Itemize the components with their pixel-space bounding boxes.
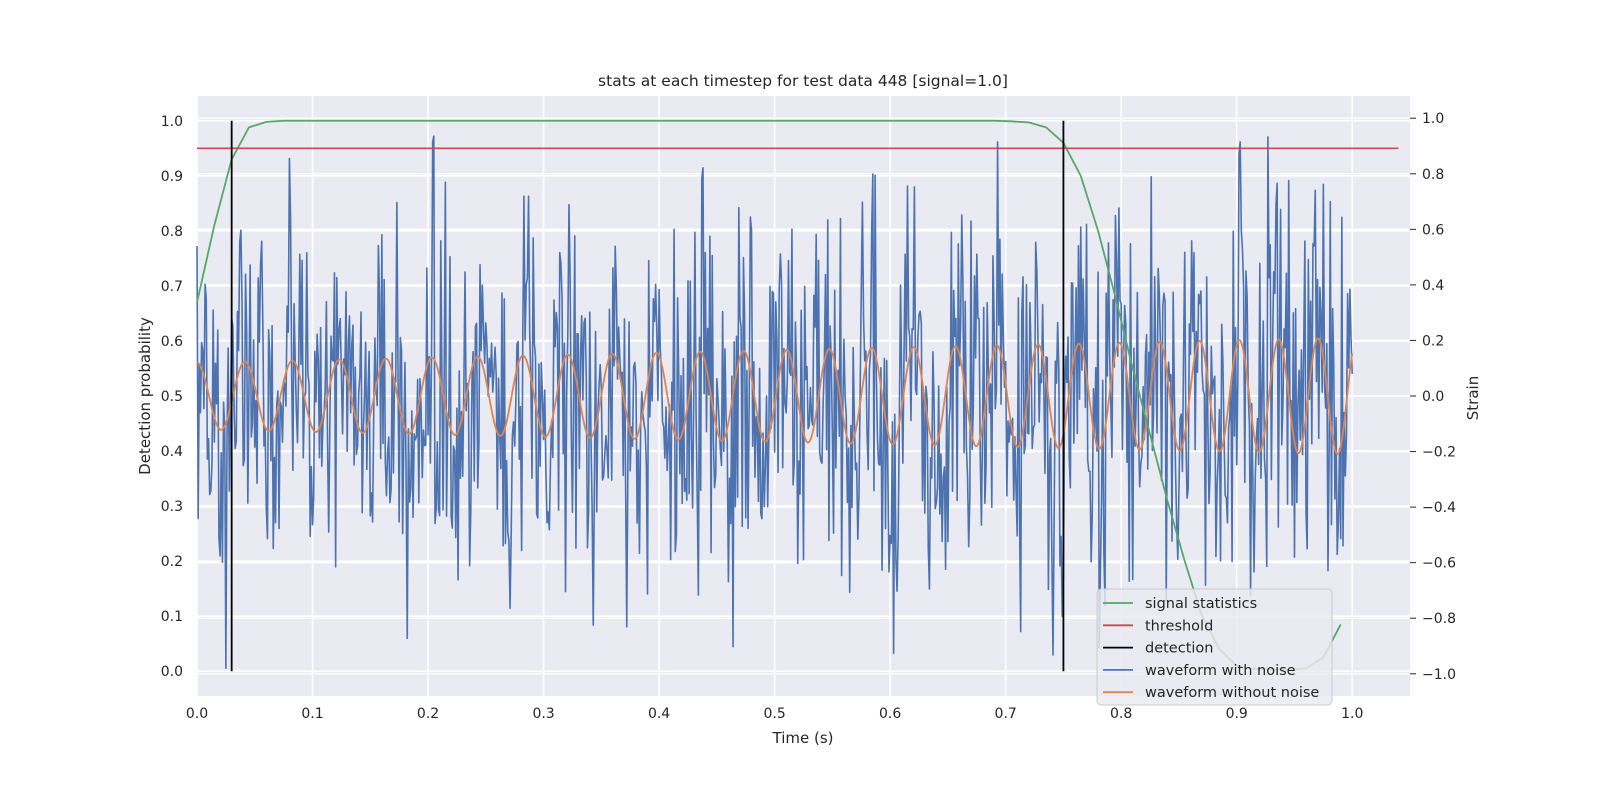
y-right-tick-label: 0.4	[1422, 278, 1444, 294]
x-tick-label: 0.8	[1110, 706, 1132, 722]
x-tick-label: 0.4	[648, 706, 670, 722]
y-right-tick-label: 0.0	[1422, 389, 1444, 405]
y-left-tick-label: 0.6	[161, 334, 183, 350]
x-tick-label: 0.9	[1226, 706, 1248, 722]
x-tick-label: 0.5	[763, 706, 785, 722]
y-right-tick-label: −0.6	[1422, 556, 1456, 572]
y-left-tick-label: 0.3	[161, 499, 183, 515]
y-left-tick-label: 0.8	[161, 224, 183, 240]
legend-label: waveform without noise	[1145, 685, 1319, 701]
y-right-tick-label: −0.8	[1422, 611, 1456, 627]
y-right-tick-label: 0.2	[1422, 333, 1444, 349]
y-left-tick-label: 0.5	[161, 389, 183, 405]
y-left-tick-label: 1.0	[161, 114, 183, 130]
y-right-tick-label: 0.6	[1422, 222, 1444, 238]
series-waveform-with-noise	[196, 135, 1354, 670]
y-axis-label-left: Detection probability	[136, 317, 154, 475]
x-tick-label: 0.6	[879, 706, 901, 722]
x-tick-label: 0.0	[186, 706, 208, 722]
y-right-tick-label: −1.0	[1422, 667, 1456, 683]
x-axis-label: Time (s)	[772, 729, 834, 747]
x-tick-label: 0.7	[995, 706, 1017, 722]
y-left-tick-label: 0.7	[161, 279, 183, 295]
x-tick-label: 0.1	[301, 706, 323, 722]
x-tick-label: 1.0	[1341, 706, 1363, 722]
x-tick-label: 0.2	[417, 706, 439, 722]
y-left-tick-label: 0.4	[161, 444, 183, 460]
y-left-tick-label: 0.1	[161, 609, 183, 625]
y-right-tick-label: 1.0	[1422, 111, 1444, 127]
legend-label: waveform with noise	[1145, 663, 1296, 679]
legend-label: signal statistics	[1145, 596, 1257, 612]
tick-labels: 0.0 0.1 0.2 0.3 0.4 0.5 0.6 0.7 0.8 0.9 1.0 0.0 0.1 0…	[161, 111, 1456, 722]
y-left-tick-label: 0.0	[161, 664, 183, 680]
x-tick-label: 0.3	[532, 706, 554, 722]
legend: signal statistics threshold detection wavef…	[1096, 588, 1333, 706]
y-axis-label-right: Strain	[1464, 376, 1482, 420]
legend-label: threshold	[1145, 618, 1213, 634]
y-right-tick-label: 0.8	[1422, 167, 1444, 183]
y-left-tick-label: 0.2	[161, 554, 183, 570]
y-right-tick-label: −0.2	[1422, 445, 1456, 461]
y-right-tick-label: −0.4	[1422, 500, 1456, 516]
legend-box	[1096, 588, 1333, 706]
y-left-tick-label: 0.9	[161, 169, 183, 185]
legend-label: detection	[1145, 641, 1213, 657]
series-waveform-without-noise	[196, 337, 1354, 455]
chart-title: stats at each timestep for test data 448…	[598, 72, 1008, 90]
